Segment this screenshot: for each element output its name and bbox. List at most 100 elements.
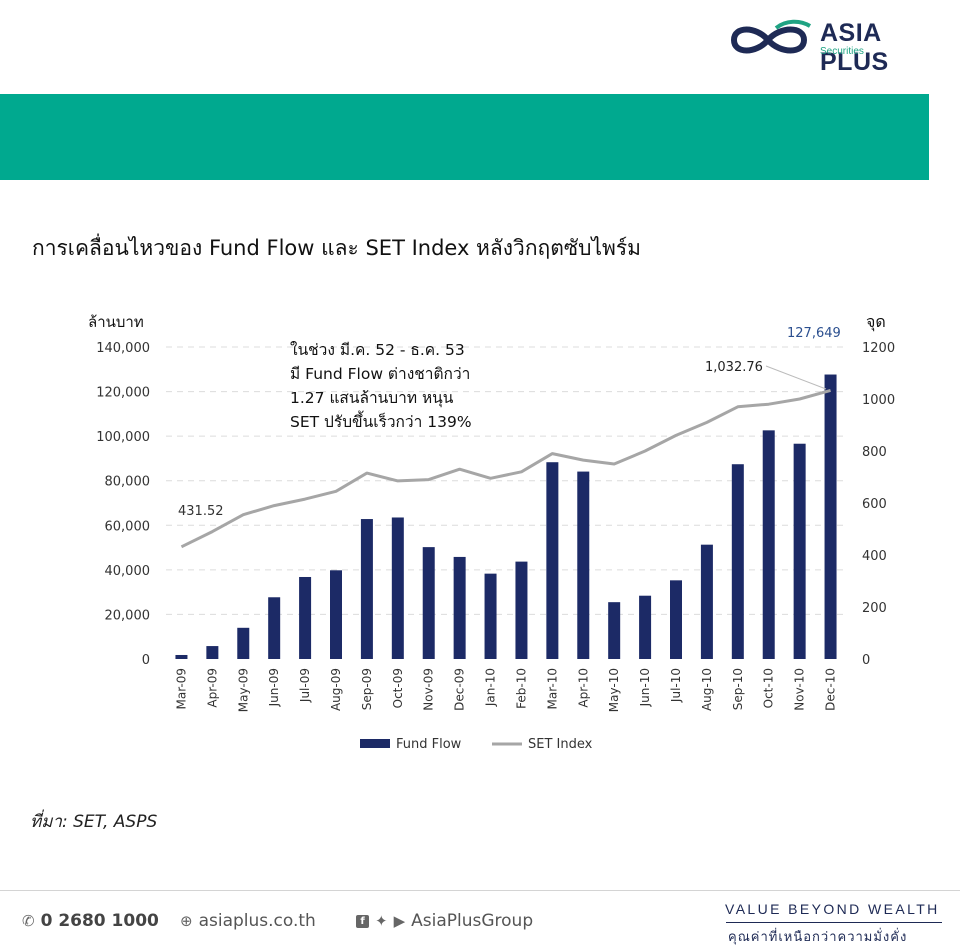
x-tick-label: Mar-10: [545, 668, 559, 709]
fund-flow-bar: [268, 597, 281, 659]
left-tick-label: 40,000: [105, 564, 151, 579]
header-banner: [0, 94, 929, 180]
brand-sub: Securities: [820, 46, 864, 57]
x-tick-label: Dec-09: [453, 668, 467, 711]
fund-flow-bar: [515, 561, 528, 659]
x-tick-label: Mar-09: [174, 668, 188, 709]
fund-flow-bar: [453, 556, 466, 659]
left-tick-label: 20,000: [105, 608, 151, 623]
fund-flow-bar: [391, 517, 404, 659]
x-tick-label: Oct-09: [391, 668, 405, 708]
fund-flow-bar: [793, 443, 806, 659]
infinity-logo-icon: [730, 19, 812, 54]
x-tick-label: Apr-09: [205, 668, 219, 708]
right-tick-label: 200: [862, 601, 887, 616]
left-tick-label: 80,000: [105, 475, 151, 490]
fund-flow-bar: [670, 580, 682, 659]
brand-name: ASIA PLUS: [820, 19, 889, 76]
fund-flow-bar: [360, 519, 373, 659]
globe-icon: ⊕: [180, 912, 193, 930]
note-line-2: มี Fund Flow ต่างชาติกว่า: [290, 365, 470, 383]
x-tick-label: Dec-10: [824, 668, 838, 711]
fund-flow-bar: [577, 471, 590, 659]
right-tick-label: 1200: [862, 341, 895, 356]
twitter-icon: ✦: [375, 912, 388, 930]
x-tick-label: Jun-09: [267, 668, 281, 707]
x-tick-label: May-10: [607, 668, 621, 712]
website-text: asiaplus.co.th: [198, 911, 316, 931]
x-axis-ticks: Mar-09 Apr-09 May-09 Jun-09 Jul-09 Aug-09 Sep-…: [174, 668, 837, 712]
fund-flow-bar: [206, 646, 219, 659]
x-tick-label: Sep-09: [360, 668, 374, 710]
fund-flow-bar: [484, 573, 497, 659]
x-tick-label: Oct-10: [762, 668, 776, 708]
left-axis-label: ล้านบาท: [88, 313, 144, 331]
x-tick-label: Jun-10: [638, 668, 652, 707]
footer-phone[interactable]: ✆ 0 2680 1000: [22, 911, 159, 931]
fund-flow-bar: [608, 602, 621, 659]
fund-flow-bar: [330, 570, 342, 659]
legend-fund-flow-swatch: [360, 739, 390, 748]
fund-flow-bar: [299, 576, 312, 659]
fund-flow-set-chart: 0 20,000 40,000 60,000 80,000 100,000 120,000 1…: [88, 312, 895, 752]
left-tick-label: 140,000: [96, 341, 150, 356]
note-line-3: 1.27 แสนล้านบาท หนุน: [290, 389, 454, 408]
right-tick-label: 1000: [862, 393, 895, 408]
fund-flow-bar: [546, 462, 559, 659]
right-tick-label: 800: [862, 445, 887, 460]
x-tick-label: Nov-10: [793, 668, 807, 711]
x-tick-label: Aug-09: [329, 668, 343, 711]
x-tick-label: May-09: [236, 668, 250, 712]
phone-number: 0 2680 1000: [40, 911, 159, 931]
x-tick-label: Nov-09: [422, 668, 436, 711]
source-note: ที่มา: SET, ASPS: [30, 812, 158, 832]
brand-logo: ASIA PLUS Securities: [724, 16, 944, 76]
footer-social[interactable]: f ✦ ▶ AsiaPlusGroup: [356, 911, 533, 931]
legend: Fund Flow SET Index: [360, 737, 593, 752]
slogan: VALUE BEYOND WEALTH: [725, 901, 940, 917]
page-title: การเคลื่อนไหวของ Fund Flow และ SET Index…: [32, 236, 641, 260]
slogan-thai: คุณค่าที่เหนือกว่าความมั่งคั่ง: [728, 930, 908, 945]
youtube-icon: ▶: [393, 912, 406, 930]
fund-flow-bar: [731, 464, 744, 659]
x-tick-label: Aug-10: [700, 668, 714, 711]
set-index-polyline: [180, 389, 831, 549]
right-axis-ticks: 0 200 400 600 800 1000 1200: [862, 341, 895, 668]
last-point-label: 1,032.76: [705, 360, 763, 375]
facebook-icon: f: [356, 914, 369, 928]
left-tick-label: 120,000: [96, 386, 150, 401]
fund-flow-bar: [639, 595, 652, 659]
fund-flow-bar: [700, 544, 713, 659]
fund-flow-bar: [824, 374, 837, 659]
x-tick-label: Jan-10: [484, 668, 498, 707]
last-bar-label: 127,649: [787, 326, 841, 341]
fund-flow-bar: [762, 430, 775, 659]
social-handle: AsiaPlusGroup: [411, 911, 534, 931]
right-tick-label: 600: [862, 497, 887, 512]
fund-flow-bar: [237, 627, 250, 659]
x-tick-label: Jul-09: [298, 668, 312, 703]
right-tick-label: 400: [862, 549, 887, 564]
left-tick-label: 0: [142, 653, 150, 668]
fund-flow-bar: [422, 547, 435, 659]
note-line-4: SET ปรับขึ้นเร็วกว่า 139%: [290, 410, 472, 431]
last-point-leader-line: [765, 365, 827, 390]
footer-divider: [0, 890, 960, 891]
set-index-line: [180, 389, 831, 549]
fund-flow-bars: [175, 374, 837, 659]
grid-lines: [166, 346, 846, 615]
slogan-divider: [726, 922, 942, 923]
left-tick-label: 60,000: [105, 519, 151, 534]
legend-set-index-label: SET Index: [528, 737, 593, 752]
x-tick-label: Jul-10: [669, 668, 683, 703]
x-tick-label: Sep-10: [731, 668, 745, 710]
x-tick-label: Apr-10: [576, 668, 590, 708]
fund-flow-bar: [175, 654, 188, 659]
footer-website[interactable]: ⊕ asiaplus.co.th: [180, 911, 316, 931]
left-tick-label: 100,000: [96, 430, 150, 445]
right-axis-label: จุด: [866, 312, 886, 332]
annotation-note: ในช่วง มี.ค. 52 - ธ.ค. 53 มี Fund Flow ต…: [290, 341, 475, 431]
note-line-1: ในช่วง มี.ค. 52 - ธ.ค. 53: [290, 341, 465, 359]
left-axis-ticks: 0 20,000 40,000 60,000 80,000 100,000 120,000 1…: [96, 341, 150, 668]
phone-icon: ✆: [22, 912, 35, 930]
